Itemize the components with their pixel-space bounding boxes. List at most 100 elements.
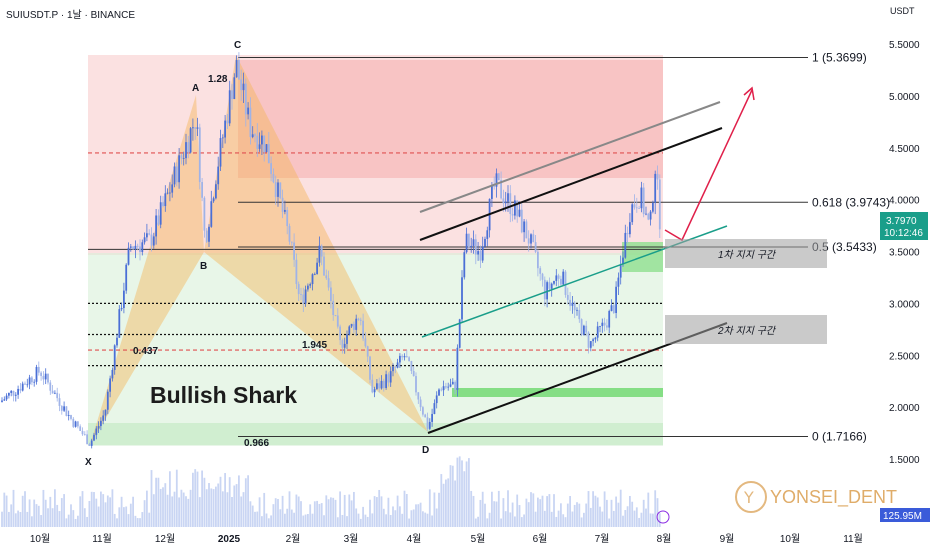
volume-bar [652,513,654,527]
candle-body [440,389,443,391]
volume-bar [40,515,42,527]
volume-bar [456,457,459,527]
candle-body [435,395,438,404]
volume-bar [658,513,661,527]
volume-bar [624,509,627,527]
volume-bar [380,496,383,527]
volume-bar [417,504,420,527]
volume-bar [180,489,183,527]
candle-body [373,389,376,393]
volume-bar [146,490,148,527]
volume-bar [537,497,539,527]
candle-body [449,384,452,387]
volume-bar [392,506,394,527]
volume-bar [339,491,341,527]
volume-bar [106,495,109,527]
volume-bar [647,492,650,527]
volume-bar [1,511,3,527]
x-tick-label: 12월 [155,533,175,545]
candle-body [382,380,385,389]
volume-bar [578,503,581,527]
volume-bar [566,503,569,527]
candle-body [357,318,360,320]
x-tick-label: 10월 [30,533,50,545]
volume-bar [553,494,555,527]
candle-body [401,355,404,358]
volume-bar [541,495,544,527]
volume-bar [555,516,558,527]
volume-bar [274,498,277,527]
volume-bar [12,489,15,527]
candle-body [125,264,128,291]
candle-body [313,273,316,275]
ratio-1-945: 1.945 [302,340,327,351]
candle-body [26,384,29,386]
y-tick-label: 1.5000 [889,455,920,466]
volume-bar [454,480,456,527]
volume-bar [502,498,505,527]
volume-bar [196,471,199,527]
volume-bar [332,497,335,527]
volume-bar [387,497,390,527]
candle-body [350,323,353,327]
ratio-0-437: 0.437 [133,346,158,357]
volume-bar [371,513,374,527]
volume-bar [203,477,206,527]
candle-body [555,275,558,281]
volume-bar [3,492,6,527]
candle-body [652,202,654,212]
candle-body [433,403,436,414]
volume-bar [261,516,263,527]
volume-bar [474,518,477,527]
candle-body [530,234,532,244]
candle-body [37,366,40,373]
candle-body [603,322,606,326]
volume-bar [631,501,634,527]
volume-bar [458,456,461,527]
candle-body [369,356,371,380]
x-tick-label: 6월 [533,533,548,545]
volume-bar [270,515,272,527]
volume-bar [497,490,500,527]
candle-body [270,163,272,174]
volume-bar [93,492,95,527]
candle-body [263,135,266,153]
support-zone-2-label: 2차 지지 구간 [717,325,777,337]
volume-bar [178,497,180,527]
volume-bar [325,495,328,527]
volume-bar [461,460,463,527]
volume-bar [74,518,77,527]
volume-bar [157,477,160,527]
volume-bar [447,478,450,527]
candle-body [238,60,240,80]
candle-body [185,142,187,159]
candle-body [83,434,86,436]
candle-body [242,83,245,91]
candle-body [389,371,392,383]
volume-bar [24,491,26,527]
candle-body [65,406,68,416]
volume-bar [63,494,65,527]
candle-body [629,222,631,235]
x-tick-label: 8월 [657,533,672,545]
candle-body [240,79,243,91]
candle-body [392,366,394,372]
volume-badge [880,508,930,522]
volume-bar [323,515,325,527]
volume-bar [382,508,385,527]
candle-body [578,309,581,320]
lightning-icon[interactable] [656,510,670,524]
candle-body [334,314,337,316]
candle-body [428,421,431,429]
volume-bar [290,509,293,527]
candle-body [474,239,477,255]
candle-body [456,347,459,390]
candle-body [419,399,422,408]
candle-body [95,428,98,435]
candle-body [410,360,413,371]
candle-body [371,379,374,393]
projection-arrow-head [743,86,755,101]
volume-bar [217,483,220,527]
volume-bar [656,498,659,527]
